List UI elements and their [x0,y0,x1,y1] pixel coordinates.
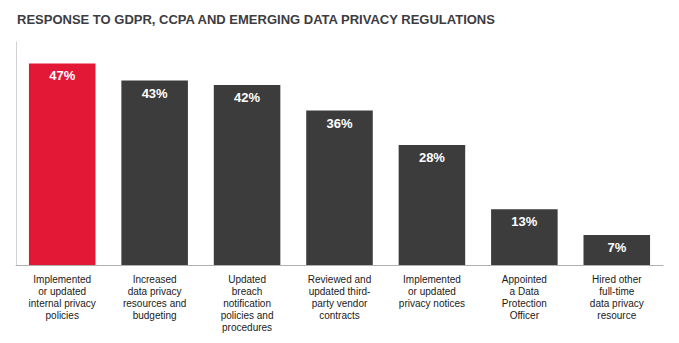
svg-text:7%: 7% [607,240,626,255]
svg-text:full-time: full-time [599,286,634,297]
svg-text:47%: 47% [49,68,75,83]
svg-text:Protection: Protection [502,298,547,309]
svg-text:RESPONSE TO GDPR, CCPA AND EME: RESPONSE TO GDPR, CCPA AND EMERGING DATA… [17,12,495,27]
svg-text:policies: policies [46,310,79,321]
svg-text:breach: breach [232,286,263,297]
svg-text:data privacy: data privacy [128,286,182,297]
svg-text:or updated: or updated [408,286,456,297]
svg-text:notification: notification [223,298,271,309]
svg-text:Implemented: Implemented [33,274,91,285]
svg-text:privacy notices: privacy notices [399,298,465,309]
svg-text:Appointed: Appointed [502,274,547,285]
svg-text:43%: 43% [142,86,168,101]
svg-text:policies and: policies and [221,310,274,321]
svg-text:28%: 28% [419,150,445,165]
svg-text:Implemented: Implemented [403,274,461,285]
svg-text:Reviewed and: Reviewed and [308,274,371,285]
svg-text:budgeting: budgeting [133,310,177,321]
svg-text:Updated: Updated [228,274,266,285]
svg-text:party vendor: party vendor [312,298,368,309]
svg-text:36%: 36% [326,116,352,131]
svg-text:resources and: resources and [123,298,186,309]
svg-text:a Data: a Data [510,286,540,297]
svg-text:resource: resource [597,310,636,321]
svg-text:Hired other: Hired other [592,274,642,285]
svg-text:Increased: Increased [133,274,177,285]
svg-text:internal privacy: internal privacy [29,298,96,309]
svg-text:contracts: contracts [319,310,360,321]
svg-text:or updated: or updated [38,286,86,297]
svg-text:data privacy: data privacy [590,298,644,309]
svg-text:procedures: procedures [222,322,272,333]
svg-text:updated third-: updated third- [309,286,371,297]
svg-text:42%: 42% [234,90,260,105]
svg-text:Officer: Officer [510,310,540,321]
svg-text:13%: 13% [511,214,537,229]
